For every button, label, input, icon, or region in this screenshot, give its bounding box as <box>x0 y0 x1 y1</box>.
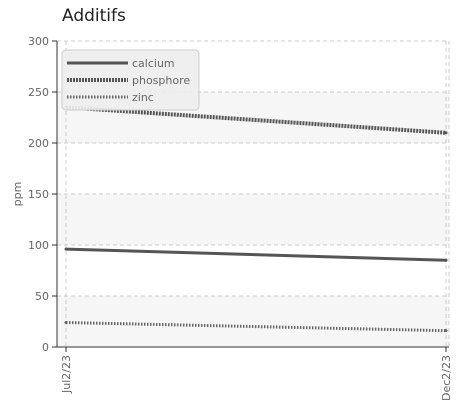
y-tick-label: 250 <box>28 86 49 99</box>
x-tick-label: Dec2/23 <box>440 355 453 401</box>
legend-label-calcium: calcium <box>132 57 175 70</box>
y-tick-label: 50 <box>35 290 49 303</box>
data-point-zinc <box>444 329 448 333</box>
y-tick-label: 0 <box>42 341 49 354</box>
data-point-zinc <box>64 321 68 325</box>
chart-title: Additifs <box>62 6 126 26</box>
legend-box <box>61 49 200 111</box>
series-line-phosphore <box>65 105 447 135</box>
x-tick-label: Jul2/23 <box>60 355 73 394</box>
series-line-calcium <box>65 247 447 262</box>
data-point-calcium <box>444 258 448 262</box>
data-point-phosphore <box>444 131 448 135</box>
plot-band <box>57 194 449 245</box>
y-tick-label: 150 <box>28 188 49 201</box>
legend-label-zinc: zinc <box>132 91 154 104</box>
plot-band <box>57 296 449 347</box>
legend-label-phosphore: phosphore <box>132 74 190 87</box>
y-tick-label: 100 <box>28 239 49 252</box>
y-axis-title: ppm <box>11 182 24 207</box>
data-point-calcium <box>64 247 68 251</box>
y-tick-label: 200 <box>28 137 49 150</box>
series-line-zinc <box>65 321 447 333</box>
y-tick-label: 300 <box>28 35 49 48</box>
